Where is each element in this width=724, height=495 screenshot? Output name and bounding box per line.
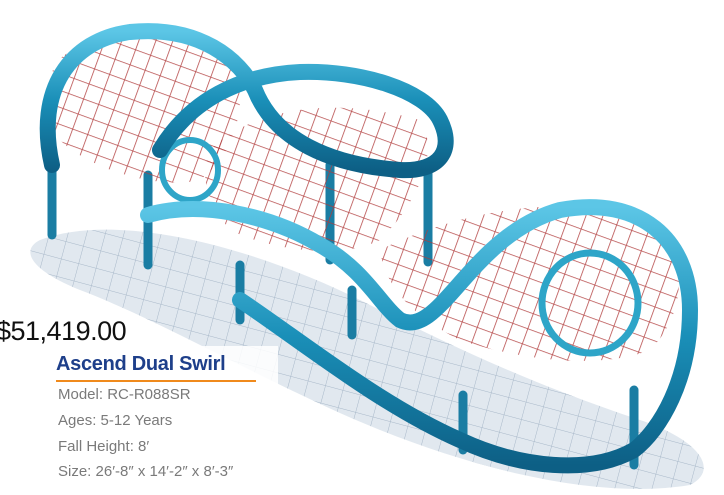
- spec-ages: Ages: 5-12 Years: [58, 412, 173, 429]
- price-label: $51,419.00: [0, 316, 127, 346]
- product-name-underline: [56, 380, 256, 382]
- product-info-card: [50, 346, 278, 495]
- spec-model: Model: RC-R088SR: [58, 386, 191, 403]
- product-name-link[interactable]: Ascend Dual Swirl: [56, 353, 226, 375]
- spec-size: Size: 26′-8″ x 14′-2″ x 8′-3″: [58, 463, 234, 480]
- spec-fall-height: Fall Height: 8′: [58, 438, 150, 455]
